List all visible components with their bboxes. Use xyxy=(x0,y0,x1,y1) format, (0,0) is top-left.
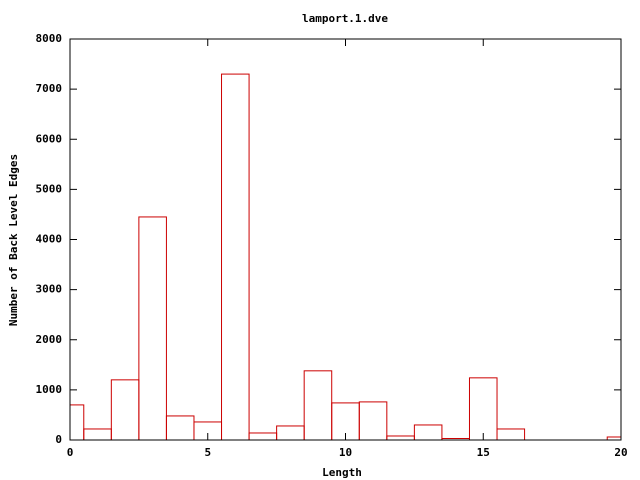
y-tick-label: 1000 xyxy=(36,383,63,396)
y-tick-label: 8000 xyxy=(36,32,63,45)
bars xyxy=(70,73,621,440)
y-tick-label: 6000 xyxy=(36,132,63,145)
y-axis-label: Number of Back Level Edges xyxy=(7,154,20,326)
y-tick-label: 7000 xyxy=(36,82,63,95)
bar xyxy=(496,428,526,440)
y-tick-label: 2000 xyxy=(36,333,63,346)
bar xyxy=(221,73,250,440)
bar xyxy=(138,216,167,440)
x-tick-label: 20 xyxy=(614,446,627,459)
bar xyxy=(358,401,388,440)
y-tick-label: 3000 xyxy=(36,283,63,296)
x-tick-label: 10 xyxy=(339,446,352,459)
bar xyxy=(70,404,85,440)
bar xyxy=(468,377,498,440)
chart-title: lamport.1.dve xyxy=(302,12,388,25)
x-axis-label: Length xyxy=(322,466,362,479)
x-tick-label: 0 xyxy=(67,446,74,459)
x-tick-label: 5 xyxy=(204,446,211,459)
y-tick-label: 5000 xyxy=(36,182,63,195)
y-tick-label: 4000 xyxy=(36,233,63,246)
x-tick-label: 15 xyxy=(477,446,490,459)
y-tick-label: 0 xyxy=(55,433,62,446)
